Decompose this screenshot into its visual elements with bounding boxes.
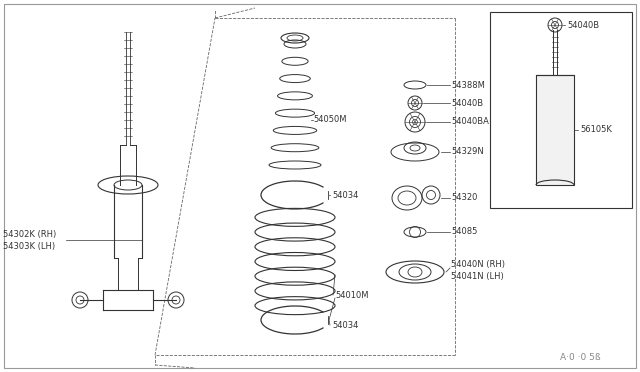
Text: 54302K (RH): 54302K (RH) [3, 231, 56, 240]
Text: 54034: 54034 [332, 190, 358, 199]
Text: 54034: 54034 [332, 321, 358, 330]
Text: 56105K: 56105K [580, 125, 612, 135]
Bar [536, 75, 574, 185]
Text: A·0 ·0 5ß: A·0 ·0 5ß [560, 353, 600, 362]
Text: 54040BA: 54040BA [451, 118, 489, 126]
Text: 54320: 54320 [451, 193, 477, 202]
Bar [490, 12, 632, 208]
Text: 54040B: 54040B [451, 99, 483, 108]
Text: 54085: 54085 [451, 228, 477, 237]
Text: 54388M: 54388M [451, 80, 485, 90]
Text: 54041N (LH): 54041N (LH) [451, 273, 504, 282]
Text: 54040B: 54040B [567, 20, 599, 29]
Text: 54050M: 54050M [313, 115, 346, 125]
Text: 54010M: 54010M [335, 291, 369, 299]
Text: 54303K (LH): 54303K (LH) [3, 243, 55, 251]
Text: 54040N (RH): 54040N (RH) [451, 260, 505, 269]
Text: 54329N: 54329N [451, 148, 484, 157]
